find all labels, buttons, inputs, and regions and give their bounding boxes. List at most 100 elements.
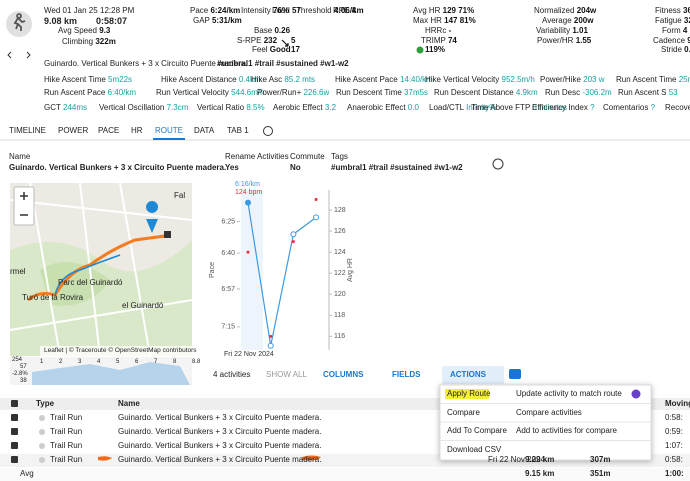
stat: Threshold 4:06/km (296, 6, 364, 16)
field-value: #umbral1 #trail #sustained #w1-w2 (331, 163, 463, 172)
map-label: el Guinardó (122, 301, 164, 310)
actions-button[interactable]: ACTIONS (450, 370, 486, 379)
metric: Comentarios ? (603, 103, 655, 113)
help-icon[interactable] (492, 158, 504, 170)
metric-label: Time Above FTP (471, 103, 531, 112)
tab[interactable]: DATA (194, 126, 215, 135)
nav-arrows[interactable] (7, 51, 31, 59)
stat-label: Stride (661, 45, 682, 54)
checkbox[interactable] (11, 428, 18, 435)
row-type: Trail Run (50, 413, 83, 422)
field-label: Tags (331, 152, 348, 161)
pace-point (267, 342, 274, 349)
metric: Load/CTL Infinity% (429, 103, 496, 113)
add-tab[interactable] (263, 126, 273, 136)
metric-value: 244ms (62, 103, 87, 112)
stat-value: 147 81% (444, 16, 476, 25)
tab[interactable]: PACE (98, 126, 120, 135)
stat-label: Pace (190, 6, 209, 15)
metric-label: Aerobic Effect (273, 103, 323, 112)
metric-value: 6:40/km (107, 88, 137, 97)
col-moving: Moving (665, 399, 690, 408)
strip-label: 38 (20, 378, 27, 384)
show-all[interactable]: SHOW ALL (266, 370, 307, 379)
activity-name: Guinardo. Vertical Bunkers + 3 x Circuit… (44, 59, 248, 68)
date: Wed 01 Jan 25 (44, 6, 98, 15)
hr-extra: 119% (425, 45, 446, 54)
stat: Average 200w (542, 16, 593, 26)
row-name: Guinardo. Vertical Bunkers + 3 x Circuit… (118, 455, 322, 464)
menu-action[interactable]: Add To Compare (447, 426, 507, 435)
menu-action[interactable]: Apply Route (447, 389, 491, 398)
metric: Run Descent Time 37m5s (336, 88, 428, 98)
stat-label: S-RPE (237, 36, 262, 45)
map (9, 182, 193, 357)
hr-point (314, 197, 318, 201)
stat: Max HR 147 81% (413, 16, 476, 26)
stat-label: HRRc (425, 26, 447, 35)
row-name: Guinardo. Vertical Bunkers + 3 x Circuit… (118, 441, 322, 450)
stat-label: Load (272, 6, 290, 15)
checkbox[interactable] (11, 456, 18, 463)
metric: Power/Run+ 226.6w (257, 88, 329, 98)
metric: Hike Ascent Pace 14:40/km (335, 75, 433, 85)
stat: HRRc - (425, 26, 451, 36)
tab[interactable]: TAB 1 (227, 126, 249, 135)
metric-label: Run Descent Time (336, 88, 402, 97)
stat: Feel Good (252, 45, 291, 55)
y2-tick-label: 116 (334, 333, 345, 340)
stat: Variability 1.01 (536, 26, 588, 36)
tab[interactable]: POWER (58, 126, 89, 135)
metric-label: Power/Hike (540, 75, 581, 84)
stat-label: Fatigue (655, 16, 682, 25)
columns-button[interactable]: COLUMNS (323, 370, 364, 379)
metric-value: 0.0 (407, 103, 419, 112)
metric: Run Ascent S 53 (618, 88, 678, 98)
menu-description: Update activity to match route (516, 389, 622, 398)
row-distance: 9.29 km (525, 455, 555, 464)
stat: GAP 5:31/km (193, 16, 242, 26)
stat-value: 9.3 (99, 26, 111, 35)
stat-value: 57 (292, 6, 301, 15)
col-type: Type (36, 399, 55, 408)
field-value: Yes (225, 163, 239, 172)
fields-button[interactable]: FIELDS (392, 370, 421, 379)
tab[interactable]: HR (131, 126, 143, 135)
checkbox[interactable] (11, 442, 18, 449)
metric: Run Ascent Time 25m (616, 75, 690, 85)
y2-tick-label: 128 (334, 207, 346, 214)
metric-label: Efficiency Index (532, 103, 588, 112)
metric: Efficiency Index ? (532, 103, 595, 113)
metric-value: 226.6w (303, 88, 330, 97)
stat-label: Fitness (655, 6, 681, 15)
feel-extra: 17 (291, 45, 300, 54)
stat-value: 1.55 (575, 36, 592, 45)
metric: Run Vertical Velocity 544.6m/h (156, 88, 265, 98)
duration: 0:58:07 (96, 16, 128, 26)
checkbox[interactable] (11, 414, 18, 421)
menu-action[interactable]: Download CSV (447, 444, 502, 454)
metric-label: Hike Ascent Pace (335, 75, 398, 84)
menu-action[interactable]: Compare (447, 407, 480, 417)
distance: 9.08 km (44, 16, 78, 26)
stat-label: Threshold (296, 6, 332, 15)
avg-moving: 1:00: (665, 469, 684, 478)
camera-button[interactable] (509, 369, 521, 379)
y2-tick-label: 120 (334, 291, 346, 298)
stat-label: Intensity (241, 6, 271, 15)
stat: Fatigue 32 (655, 16, 690, 26)
metric-value: 14:40/km (399, 75, 433, 84)
metric-value: 8.5% (246, 103, 265, 112)
premium-badge (631, 389, 641, 399)
tab[interactable]: ROUTE (155, 126, 183, 135)
stat: Fitness 36 (655, 6, 690, 16)
metric-label: Hike Ascent Distance (161, 75, 237, 84)
stat-value: 90 (687, 36, 690, 45)
metric-label: Anaerobic Effect (347, 103, 406, 112)
metric-value: ? (650, 103, 656, 112)
strip-km: 7 (154, 359, 158, 365)
row-date: Fri 22 Nov 2024 (488, 455, 545, 464)
row-type: Trail Run (50, 455, 83, 464)
tab[interactable]: TIMELINE (9, 126, 46, 135)
